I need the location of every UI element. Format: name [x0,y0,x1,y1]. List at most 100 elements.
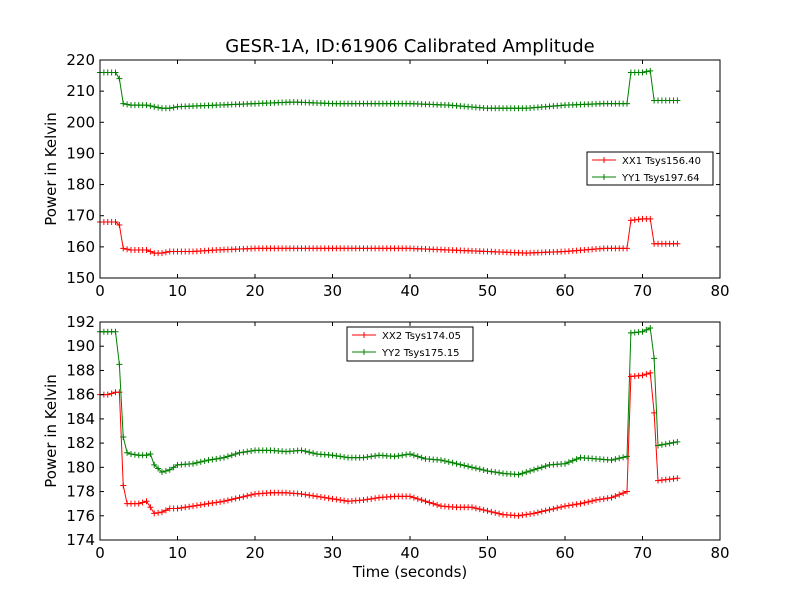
bottom-series-point [445,458,452,465]
top-series-point [643,68,650,75]
top-series-point [112,69,119,76]
top-y-tick-label: 200 [66,113,95,131]
bottom-series-point [151,510,158,517]
bottom-series-point [325,495,332,502]
bottom-series-point [527,510,534,517]
bottom-x-tick-label: 0 [95,544,105,562]
bottom-series-point [364,496,371,503]
bottom-y-tick-label: 178 [66,483,95,501]
bottom-series-point [128,451,134,458]
top-series-markers-1 [97,215,681,257]
bottom-legend-label-2: YY2 Tsys175.15 [381,348,460,359]
bottom-series-point [469,464,475,471]
bottom-series-point [244,448,251,455]
bottom-series-point [612,456,619,463]
bottom-series-point [492,509,499,516]
top-ticks-group: 0 10 20 30 40 50 60 70 80 150 160 170 180 190 200 210 22… [66,51,729,300]
bottom-series-point [162,467,169,474]
bottom-series-point [217,455,224,462]
bottom-series-point [639,372,646,379]
bottom-y-tick-label: 180 [66,458,95,476]
bottom-y-tick-label: 188 [66,361,95,379]
top-series-point [116,75,123,82]
top-series-markers-2 [97,67,681,112]
bottom-series-point [550,505,557,512]
bottom-series-point [302,491,309,498]
bottom-series-point [244,492,251,499]
bottom-series-point [131,451,138,458]
bottom-series-point [414,495,421,502]
top-series-point [647,67,654,74]
bottom-series-point [321,494,328,501]
bottom-series-point [655,442,661,449]
top-y-tick-label: 160 [66,238,95,256]
top-series-point [674,240,681,247]
bottom-series-point [162,507,169,514]
bottom-series-point [558,503,565,510]
top-series-point [627,217,634,224]
bottom-series-markers-1 [97,369,681,519]
bottom-series-group [97,325,681,519]
bottom-series-point [546,506,553,513]
bottom-series-point [569,457,576,464]
bottom-series-point [612,493,619,500]
top-series-point [124,246,131,253]
bottom-series-point [337,453,344,460]
bottom-y-tick-label: 190 [66,337,95,355]
bottom-series-point [151,461,158,468]
bottom-series-point [217,498,224,505]
bottom-series-point [596,496,603,503]
top-series-point [116,222,123,229]
top-series-point [155,104,162,111]
top-y-axis-label: Power in Kelvin [42,112,60,226]
bottom-series-point [104,391,111,398]
top-series-point [147,248,154,255]
top-legend-label-1: XX1 Tsys156.40 [622,156,701,167]
bottom-series-point [341,497,348,504]
bottom-series-point [159,469,165,476]
bottom-y-tick-label: 174 [66,531,95,549]
bottom-legend: XX2 Tsys174.05 YY2 Tsys175.15 [346,326,474,362]
bottom-series-point [581,499,588,506]
bottom-series-point [600,495,607,502]
bottom-y-axis-label: Power in Kelvin [42,374,60,488]
bottom-series-point [624,453,630,460]
bottom-series-point [639,328,646,335]
bottom-series-point [221,498,227,505]
bottom-series-point [484,507,491,514]
bottom-series-point [368,453,375,460]
bottom-series-point [647,369,654,376]
bottom-series-point [476,466,483,473]
bottom-series-point [523,469,530,476]
bottom-series-point [534,509,541,516]
bottom-series-point [337,497,344,504]
bottom-series-point [523,511,530,518]
top-y-tick-label: 180 [66,176,95,194]
bottom-series-point [515,512,522,519]
bottom-series-point [174,505,181,512]
bottom-series-point [469,504,475,511]
bottom-series-point [488,468,495,475]
bottom-series-markers-2 [97,325,681,478]
bottom-series-point [651,355,658,362]
bottom-series-point [224,497,231,504]
top-series-point [120,100,127,107]
bottom-series-point [484,467,491,474]
bottom-series-point [453,460,460,467]
top-series-point [112,218,119,225]
bottom-series-point [670,439,677,446]
bottom-legend-marker-1 [361,332,367,338]
bottom-series-point [232,451,239,458]
bottom-series-point [472,465,479,472]
bottom-series-point [209,456,216,463]
bottom-series-point [666,440,673,447]
bottom-series-point [236,449,243,456]
bottom-series-point [302,448,309,455]
bottom-series-point [329,495,336,502]
bottom-series-point [538,508,545,515]
bottom-series-point [224,453,231,460]
bottom-series-point [368,495,375,502]
top-y-tick-label: 190 [66,144,95,162]
bottom-series-point [573,501,580,508]
bottom-series-point [562,460,568,467]
